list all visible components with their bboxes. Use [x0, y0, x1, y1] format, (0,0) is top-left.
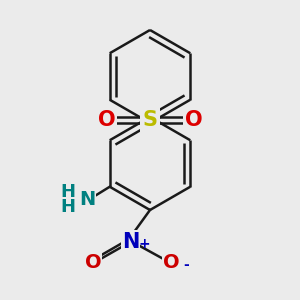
Text: O: O	[98, 110, 115, 130]
Text: O: O	[185, 110, 202, 130]
Text: N: N	[79, 190, 95, 209]
Text: H: H	[60, 183, 75, 201]
Text: H: H	[60, 198, 75, 216]
Text: +: +	[138, 238, 150, 251]
Text: S: S	[142, 110, 158, 130]
Text: O: O	[163, 253, 179, 272]
Text: N: N	[122, 232, 139, 251]
Text: -: -	[184, 258, 190, 272]
Text: O: O	[85, 253, 101, 272]
